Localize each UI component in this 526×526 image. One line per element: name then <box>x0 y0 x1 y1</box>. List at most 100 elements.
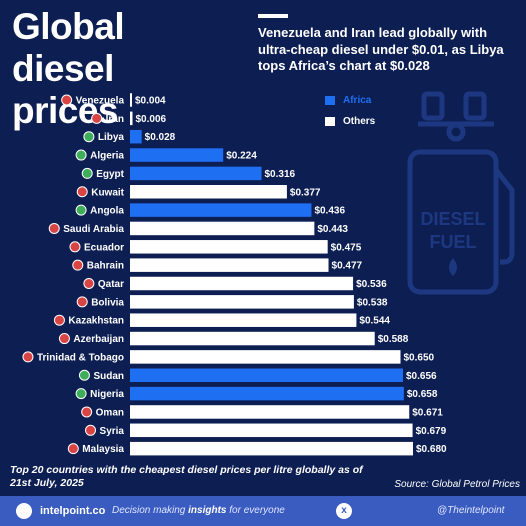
fuel-pump-body <box>407 149 499 295</box>
tagline-start: Decision making <box>112 505 189 516</box>
category-label: Saudi Arabia <box>63 224 124 235</box>
data-label: $0.475 <box>331 242 362 253</box>
data-label: $0.680 <box>416 444 447 455</box>
data-label: $0.544 <box>359 316 390 327</box>
bar <box>130 405 410 419</box>
category-label: Syria <box>100 426 125 437</box>
legend-swatch-africa <box>325 96 335 105</box>
category-label: Bahrain <box>87 261 124 272</box>
tagline-emphasis: insights <box>188 505 227 516</box>
fuel-pump-label-fuel: FUEL <box>430 232 477 252</box>
category-label: Venezuela <box>76 96 125 107</box>
bar <box>130 93 132 107</box>
country-flag-icon <box>81 406 93 418</box>
country-flag-icon <box>83 131 95 143</box>
data-label: $0.377 <box>290 187 321 198</box>
data-label: $0.443 <box>317 224 348 235</box>
subtitle: Venezuela and Iran lead globally with ul… <box>258 25 504 73</box>
category-label: Iran <box>106 114 124 125</box>
country-flag-icon <box>58 333 70 345</box>
legend-label-others: Others <box>343 116 376 127</box>
category-label: Ecuador <box>84 242 124 253</box>
category-label: Qatar <box>98 279 124 290</box>
country-flag-icon <box>76 186 88 198</box>
bar-series: Venezuela $0.004 Iran $0.006 Libya $0.028 Alge… <box>22 93 447 456</box>
bar <box>130 276 354 291</box>
country-flag-icon <box>69 241 81 253</box>
social-handle-link[interactable]: @Theintelpoint <box>437 505 505 516</box>
chart-footnote: Top 20 countries with the cheapest diese… <box>10 464 363 489</box>
category-label: Malaysia <box>82 444 124 455</box>
data-label: $0.224 <box>226 151 257 162</box>
country-flag-icon <box>91 112 103 124</box>
country-flag-icon <box>53 314 65 326</box>
data-label: $0.536 <box>356 279 387 290</box>
country-flag-icon <box>61 94 73 106</box>
fuel-pump-illustration: DIESEL FUEL <box>407 91 515 295</box>
category-label: Kazakhstan <box>68 316 124 327</box>
data-label: $0.006 <box>135 114 166 125</box>
price-tag-icon <box>463 91 487 121</box>
data-label: $0.477 <box>332 261 363 272</box>
category-label: Algeria <box>90 151 124 162</box>
data-label: $0.650 <box>404 352 435 363</box>
data-label: $0.004 <box>135 96 166 107</box>
page-title: Global diesel prices <box>12 6 125 131</box>
country-flag-icon <box>81 167 93 179</box>
bar <box>130 331 375 346</box>
category-label: Angola <box>90 206 124 217</box>
bar <box>130 203 312 217</box>
source-credit: Source: Global Petrol Prices <box>394 479 520 490</box>
bar <box>130 313 357 327</box>
data-label: $0.656 <box>406 371 437 382</box>
bar <box>130 148 224 162</box>
price-tag-icon <box>421 91 445 121</box>
country-flag-icon <box>76 296 88 308</box>
bar <box>130 185 287 199</box>
figure-head-icon <box>446 122 466 142</box>
bar <box>130 111 133 126</box>
data-label: $0.538 <box>357 297 388 308</box>
bar <box>130 240 328 254</box>
category-label: Oman <box>96 407 124 418</box>
category-label: Bolivia <box>91 297 124 308</box>
category-label: Libya <box>98 132 125 143</box>
country-flag-icon <box>22 351 34 363</box>
bar <box>130 295 354 309</box>
country-flag-icon <box>75 388 87 400</box>
country-flag-icon <box>83 278 95 289</box>
country-flag-icon <box>85 424 97 436</box>
bar <box>130 258 329 272</box>
category-label: Nigeria <box>90 389 124 400</box>
country-flag-icon <box>67 443 79 455</box>
category-label: Azerbaijan <box>73 334 124 345</box>
country-flag-icon <box>75 204 87 216</box>
x-social-icon[interactable]: x <box>336 503 352 519</box>
fuel-drop-icon <box>449 258 457 276</box>
category-label: Egypt <box>96 169 124 180</box>
category-label: Kuwait <box>91 187 124 198</box>
data-label: $0.679 <box>416 426 447 437</box>
fuel-pump-hose <box>494 168 515 265</box>
data-label: $0.316 <box>265 169 296 180</box>
tagline: Decision making insights for everyone <box>112 505 285 516</box>
brand-link[interactable]: intelpoint.co <box>40 505 106 517</box>
bar <box>130 423 413 438</box>
data-label: $0.671 <box>412 407 443 418</box>
bar <box>130 350 401 364</box>
data-label: $0.028 <box>145 132 176 143</box>
intelpoint-logo-icon <box>16 503 32 519</box>
bar <box>130 166 262 181</box>
data-label: $0.588 <box>378 334 409 345</box>
country-flag-icon <box>72 259 84 271</box>
fuel-pump-label-diesel: DIESEL <box>420 209 485 229</box>
country-flag-icon <box>78 369 90 381</box>
bar <box>130 386 404 401</box>
bar <box>130 129 142 144</box>
data-label: $0.658 <box>407 389 438 400</box>
bar <box>130 368 404 382</box>
bar <box>130 221 315 236</box>
country-flag-icon <box>48 222 60 234</box>
